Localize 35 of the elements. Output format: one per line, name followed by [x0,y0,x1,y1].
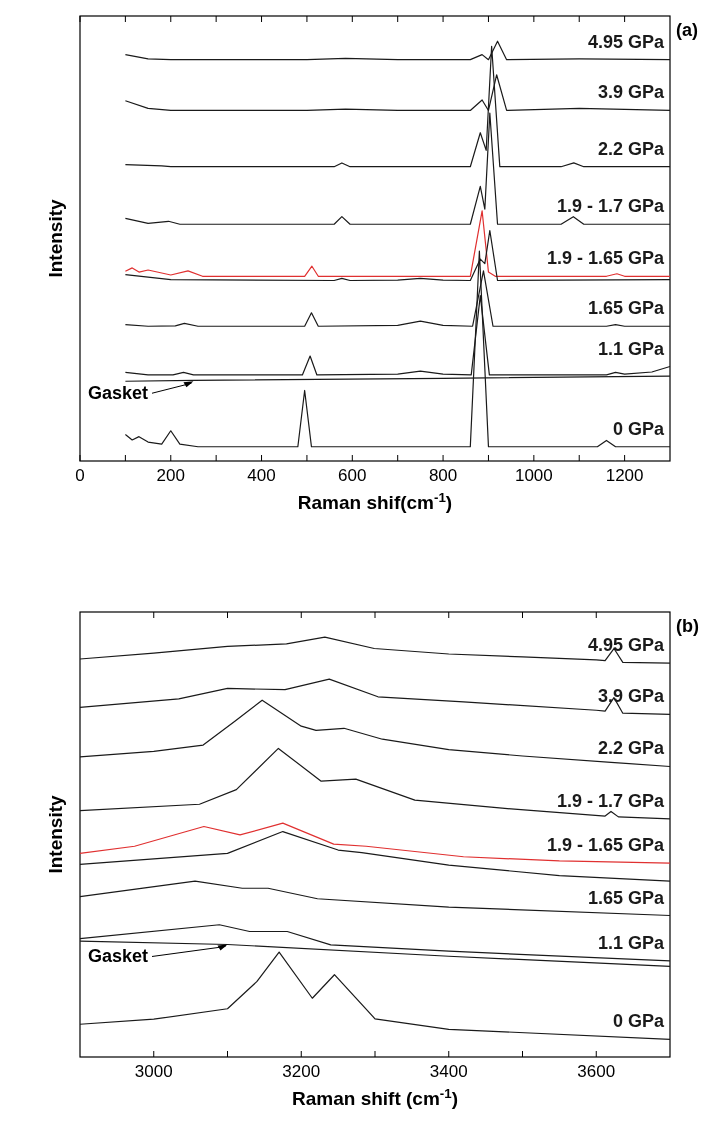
x-tick-label: 800 [428,466,458,485]
series-label: 3.9 GPa [597,82,665,103]
x-tick-label: 400 [247,466,276,485]
x-axis-title: Raman shif(cm$^{-1}$) [297,489,453,513]
annotation: Gasket [88,383,149,404]
annotation: Gasket [88,946,149,967]
series-label: 0 GPa [612,1011,665,1032]
y-axis-title: Intensity [45,795,66,874]
x-tick-label: 600 [338,466,367,485]
x-tick-label: 3600 [577,1062,616,1081]
x-tick-label: 3400 [429,1062,468,1081]
x-tick-label: 200 [156,466,185,485]
series-label: 4.95 GPa [587,31,665,52]
series-label: 2.2 GPa [597,738,665,759]
x-tick-label: 1000 [514,466,553,485]
x-tick-label: 1200 [605,466,644,485]
text: (b) [676,616,699,636]
series-label: 1.65 GPa [587,298,665,319]
x-tick-label: 3200 [282,1062,321,1081]
x-tick-label: 0 [75,466,85,485]
series-label: 1.65 GPa [587,887,665,908]
series-label: 1.9 - 1.7 GPa [556,790,665,811]
series-label: 4.95 GPa [587,635,665,656]
series-label: 1.9 - 1.7 GPa [556,196,665,217]
series-label: 1.1 GPa [597,338,665,359]
y-axis-title: Intensity [45,199,66,278]
series-label: 1.1 GPa [597,932,665,953]
series-label: 0 GPa [612,418,665,439]
x-axis-title: Raman shift (cm$^{-1}$) [292,1085,458,1109]
series-label: 1.9 - 1.65 GPa [546,835,665,856]
x-tick-label: 3000 [134,1062,173,1081]
text: (a) [676,20,698,40]
series-label: 1.9 - 1.65 GPa [546,248,665,269]
series-label: 3.9 GPa [597,686,665,707]
series-label: 2.2 GPa [597,138,665,159]
